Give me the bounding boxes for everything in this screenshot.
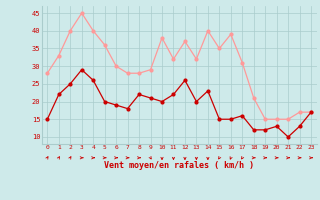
X-axis label: Vent moyen/en rafales ( km/h ): Vent moyen/en rafales ( km/h ) bbox=[104, 161, 254, 170]
